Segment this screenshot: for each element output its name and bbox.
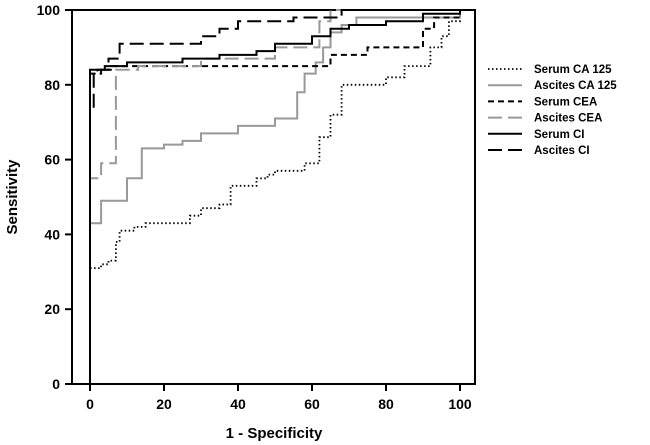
legend: Serum CA 125 Ascites CA 125 Serum CEA Ascit… <box>488 64 617 157</box>
y-tick-label: 0 <box>52 376 60 392</box>
series-line-6 <box>89 9 460 384</box>
y-tick-label: 60 <box>44 152 60 168</box>
legend-label-4: Ascites CEA <box>534 113 602 125</box>
x-tick-label: 80 <box>378 396 394 412</box>
x-tick-label: 60 <box>304 396 320 412</box>
series-line-1 <box>89 10 461 384</box>
plot-area <box>71 9 476 385</box>
x-tick-label: 0 <box>86 396 94 412</box>
x-tick-label: 20 <box>156 396 172 412</box>
x-tick-label: 100 <box>448 396 472 412</box>
y-tick-label: 40 <box>44 226 60 242</box>
series-line-4 <box>89 9 460 384</box>
y-tick-label: 100 <box>37 2 61 18</box>
y-axis-title: Sensitivity <box>4 159 21 235</box>
plot-frame <box>71 9 476 385</box>
legend-label-2: Ascites CA 125 <box>534 80 617 92</box>
series-line-5 <box>89 10 461 384</box>
legend-label-3: Serum CEA <box>534 96 597 108</box>
series-line-2 <box>89 10 461 384</box>
legend-label-1: Serum CA 125 <box>534 64 612 76</box>
series-layer <box>89 9 461 384</box>
x-axis-title: 1 - Specificity <box>226 425 323 442</box>
x-tick-label: 40 <box>230 396 246 412</box>
series-line-3 <box>89 10 461 384</box>
legend-label-5: Serum CI <box>534 129 585 141</box>
legend-label-6: Ascites CI <box>534 145 590 157</box>
y-tick-label: 80 <box>44 77 60 93</box>
axis-layer: 0 20 40 60 80 100 0 20 40 60 80 100 <box>37 2 472 412</box>
y-tick-label: 20 <box>44 301 60 317</box>
